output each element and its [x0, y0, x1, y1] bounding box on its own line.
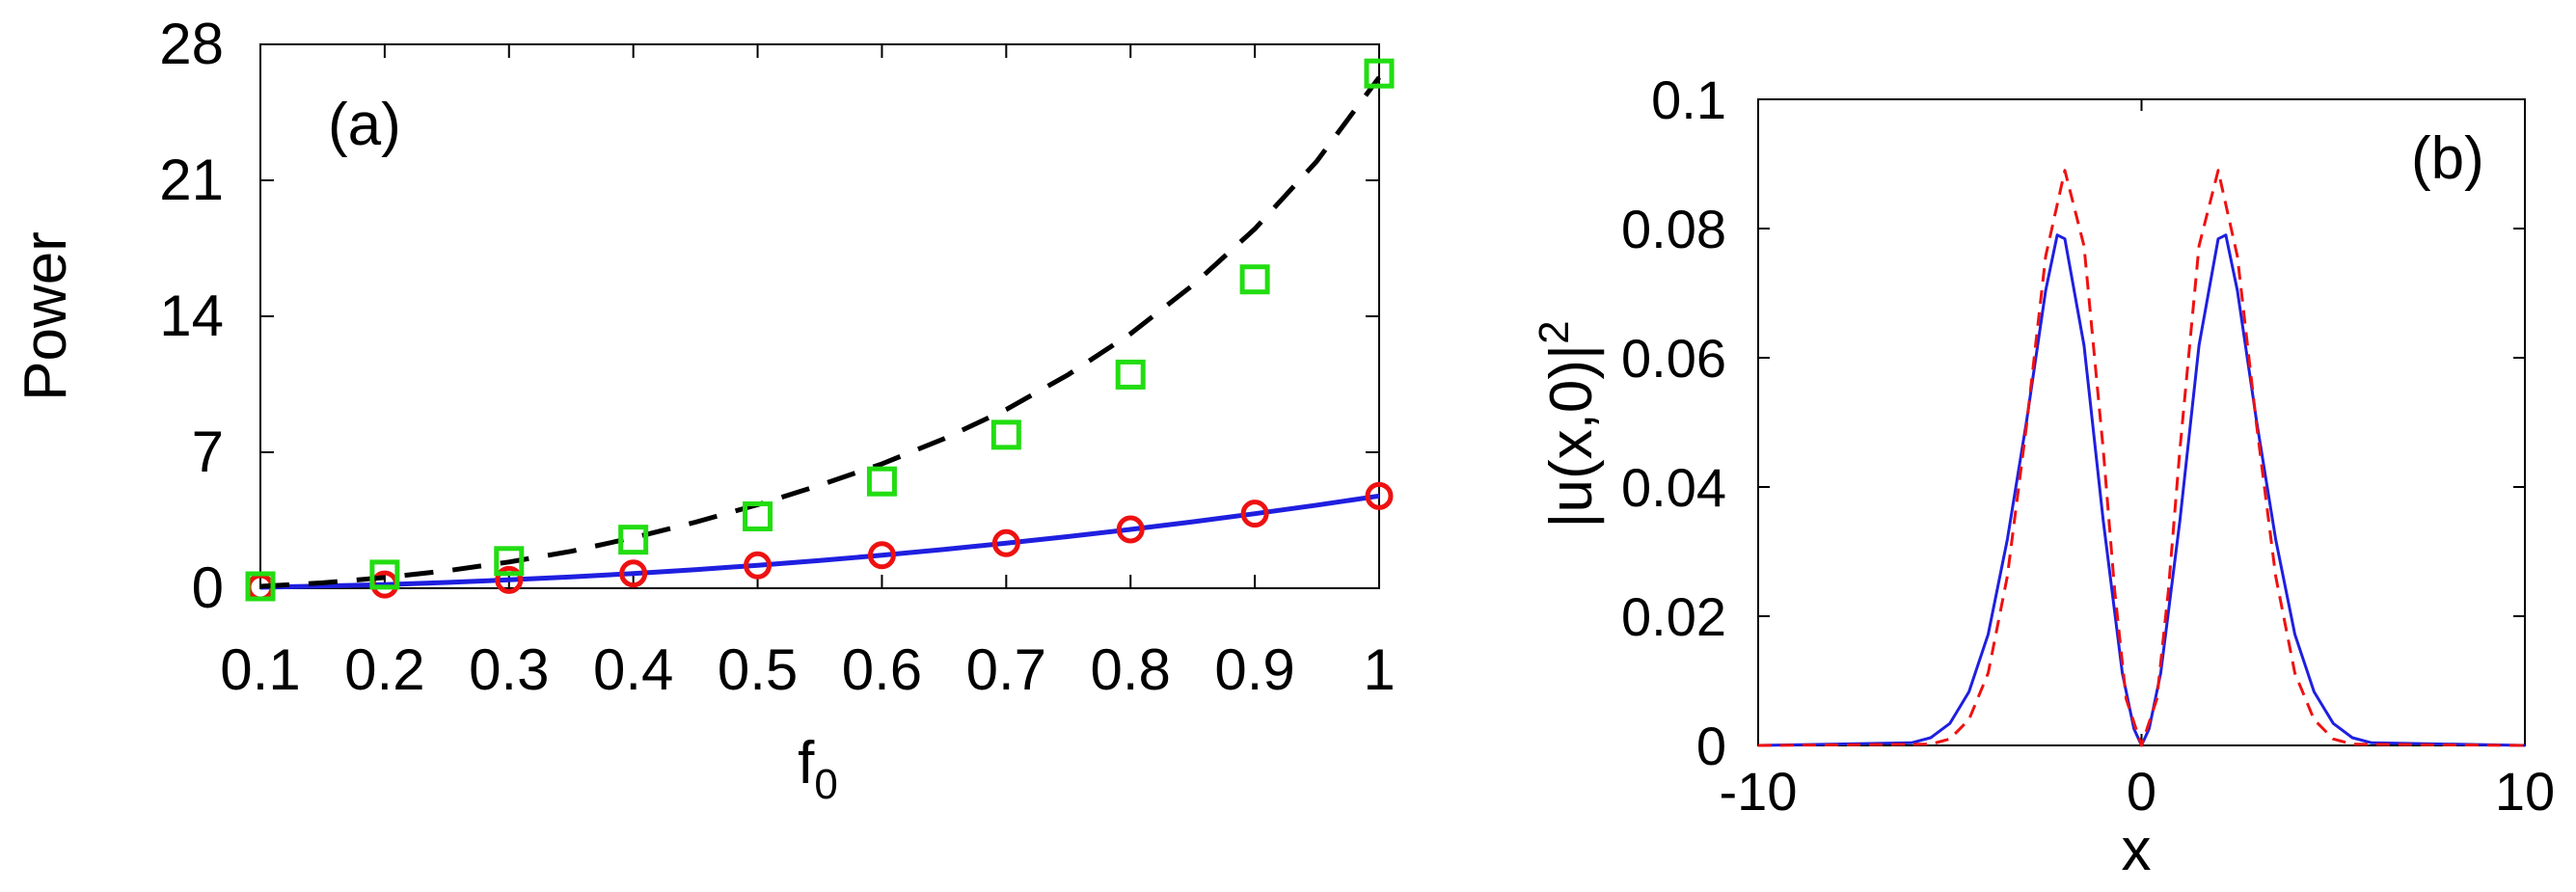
panel-b-ylabel: |u(x,0)|2 [1531, 320, 1605, 527]
panel-a-ticks: 0.1 0.2 0.3 0.4 0.5 0.6 0.7 0.8 0.9 1 0 7 14 21 28 [159, 12, 1395, 702]
panel-b-ylabel-main: |u(x,0)| [1538, 344, 1605, 528]
b-xtick-label: 0 [2127, 761, 2156, 822]
a-square-marker [245, 571, 276, 602]
a-circle-marker [991, 528, 1020, 557]
a-square-marker [494, 546, 525, 577]
b-ytick-label: 0 [1696, 716, 1726, 776]
a-ytick-label: 21 [159, 148, 224, 212]
a-xtick-label: 0.4 [593, 637, 673, 702]
a-circle-marker [619, 559, 648, 588]
a-xtick-label: 1 [1363, 637, 1395, 702]
a-ytick-label: 14 [159, 284, 224, 348]
a-ytick-label: 0 [192, 555, 224, 620]
a-square-marker [618, 525, 649, 555]
b-ytick-label: 0.06 [1621, 328, 1726, 389]
panel-b-series [1757, 169, 2526, 747]
a-square-marker [990, 419, 1021, 450]
panel-a-ylabel: Power [13, 231, 79, 401]
a-ytick-label: 28 [159, 12, 224, 76]
a-xtick-label: 0.6 [842, 637, 922, 702]
a-xtick-label: 0.2 [344, 637, 424, 702]
b-xtick-label: -10 [1720, 761, 1798, 822]
a-circle-marker [867, 541, 896, 570]
a-ytick-label: 7 [192, 419, 224, 484]
panel-a: 0.1 0.2 0.3 0.4 0.5 0.6 0.7 0.8 0.9 1 0 7 14 21 28 (a)… [13, 12, 1396, 808]
a-circle-marker [1240, 500, 1269, 528]
a-square-marker [1115, 359, 1146, 390]
b-xtick-label: 10 [2495, 761, 2555, 822]
b-ytick-label: 0.08 [1621, 199, 1726, 259]
panel-a-plot-frame [259, 43, 1380, 589]
panel-a-xlabel-subscript: 0 [814, 761, 837, 808]
a-square-marker [1239, 264, 1270, 295]
panel-a-xlabel-main: f [798, 730, 815, 797]
b-ytick-label: 0.1 [1651, 69, 1726, 130]
panel-a-series [245, 58, 1395, 602]
a-xtick-label: 0.8 [1091, 637, 1171, 702]
panel-b-ylabel-superscript: 2 [1531, 320, 1578, 343]
panel-b-label: (b) [2411, 125, 2484, 192]
b-ytick-label: 0.02 [1621, 586, 1726, 647]
panel-b-xlabel: x [2122, 817, 2152, 883]
b-ytick-label: 0.04 [1621, 457, 1726, 518]
b-series-0-solid-line [1757, 233, 2526, 747]
a-xtick-label: 0.7 [966, 637, 1046, 702]
panel-a-label: (a) [328, 92, 401, 158]
panel-b-plot-frame [1757, 98, 2526, 746]
b-series-1-dashed-line [1757, 169, 2526, 747]
a-square-marker [369, 559, 400, 590]
a-series-0-solid-line [259, 493, 1380, 590]
a-square-marker [866, 466, 897, 497]
a-xtick-label: 0.5 [718, 637, 798, 702]
a-xtick-label: 0.9 [1214, 637, 1294, 702]
a-circle-marker [1116, 515, 1145, 544]
a-xtick-label: 0.3 [469, 637, 549, 702]
a-square-marker [1364, 58, 1395, 89]
a-xtick-label: 0.1 [220, 637, 300, 702]
a-circle-marker [744, 551, 773, 580]
panel-a-xlabel: f0 [798, 730, 838, 808]
a-circle-marker [495, 565, 524, 594]
a-circle-marker [1365, 481, 1394, 510]
a-square-marker [743, 500, 773, 531]
a-series-2-dashed-line [259, 75, 1382, 589]
